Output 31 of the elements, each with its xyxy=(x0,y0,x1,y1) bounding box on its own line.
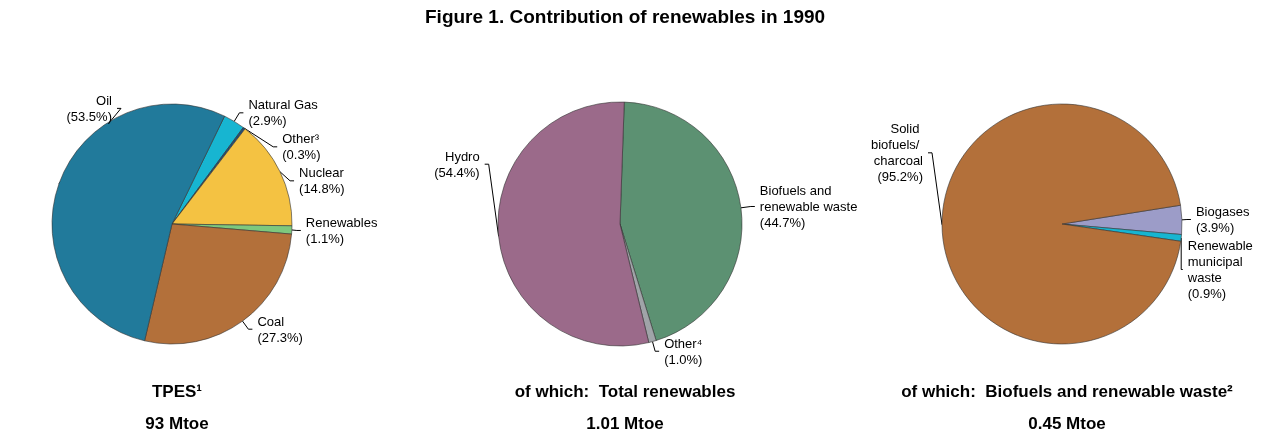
chart-title: Figure 1. Contribution of renewables in 1990 xyxy=(425,6,826,27)
slice-label: Natural Gas xyxy=(248,97,319,113)
slice-label: Other³ xyxy=(282,131,320,147)
data-label: (1.1%) xyxy=(305,230,345,246)
slice-label: Oil xyxy=(96,92,113,108)
slice-label: Coal xyxy=(257,313,285,329)
text: of which: Total renewables xyxy=(514,382,736,401)
slice-label: Nuclear xyxy=(299,165,345,181)
data-label: (27.3%) xyxy=(257,329,303,345)
data-label: (2.9%) xyxy=(248,113,287,129)
data-label: (3.9%) xyxy=(1195,220,1235,236)
text: 0.45 Mtoe xyxy=(1028,414,1106,433)
slice-label: Hydro xyxy=(444,148,480,164)
slice-label: Solid biofuels/ charcoal xyxy=(870,121,924,169)
data-label: (54.4%) xyxy=(434,164,480,180)
data-label: (0.3%) xyxy=(282,147,321,163)
text: of which: Biofuels and renewable waste² xyxy=(901,382,1234,401)
data-label: (1.0%) xyxy=(664,351,703,367)
data-label: (44.7%) xyxy=(759,215,806,230)
data-label: (95.2%) xyxy=(877,169,923,185)
slice-label: Renewable municipal waste xyxy=(1186,238,1257,286)
text: TPES¹ xyxy=(151,382,203,401)
data-label: (53.5%) xyxy=(66,108,112,124)
slice-label: Biofuels and renewable waste xyxy=(759,183,858,214)
text: 1.01 Mtoe xyxy=(586,414,664,433)
slice-label: Renewables xyxy=(305,214,378,230)
slice-label: Other⁴ xyxy=(664,335,703,351)
data-label: (0.9%) xyxy=(1187,286,1227,302)
text: 93 Mtoe xyxy=(145,414,209,433)
data-label: (14.8%) xyxy=(299,181,345,197)
slice-label: Biogases xyxy=(1195,204,1250,220)
